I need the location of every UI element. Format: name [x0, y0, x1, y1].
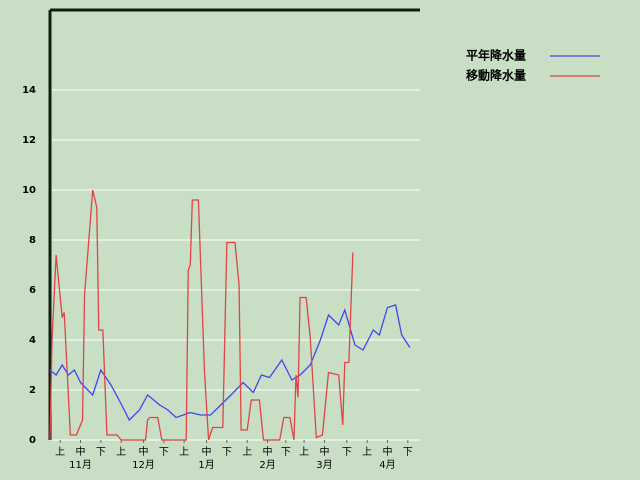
y-tick-label: 8: [29, 235, 36, 246]
y-tick-label: 0: [29, 435, 36, 446]
x-tick-label: 上: [299, 446, 309, 458]
x-tick-label: 下: [222, 447, 232, 458]
x-tick-label: 上: [362, 446, 372, 458]
x-tick-label: 中: [263, 445, 273, 458]
x-tick-label: 上: [179, 446, 189, 458]
x-tick-label: 中: [382, 445, 392, 458]
x-tick-label: 上: [116, 446, 126, 458]
y-tick-label: 2: [29, 385, 36, 396]
month-label: 12月: [132, 459, 155, 471]
x-tick-label: 中: [319, 445, 329, 458]
y-tick-label: 4: [29, 335, 36, 346]
y-tick-label: 12: [22, 135, 36, 146]
series-line: [49, 304, 411, 422]
x-tick-label: 下: [403, 447, 413, 458]
y-tick-label: 10: [22, 185, 36, 196]
y-tick-label: 14: [22, 85, 36, 96]
x-tick-label: 上: [242, 446, 252, 458]
month-label: 2月: [259, 459, 275, 471]
x-tick-label: 中: [202, 445, 212, 458]
series-line: [49, 189, 354, 441]
month-label: 11月: [69, 459, 92, 471]
y-tick-label: 6: [29, 285, 36, 296]
x-tick-label: 下: [96, 447, 106, 458]
x-tick-label: 中: [75, 445, 85, 458]
x-tick-label: 中: [139, 445, 149, 458]
legend-label: 移動降水量: [466, 68, 526, 83]
x-tick-label: 下: [159, 447, 169, 458]
month-label: 1月: [198, 459, 214, 471]
x-tick-label: 下: [342, 447, 352, 458]
legend-label: 平年降水量: [466, 48, 526, 63]
month-label: 4月: [379, 459, 395, 471]
x-tick-label: 上: [55, 446, 65, 458]
month-label: 3月: [316, 459, 332, 471]
x-tick-label: 下: [281, 447, 291, 458]
